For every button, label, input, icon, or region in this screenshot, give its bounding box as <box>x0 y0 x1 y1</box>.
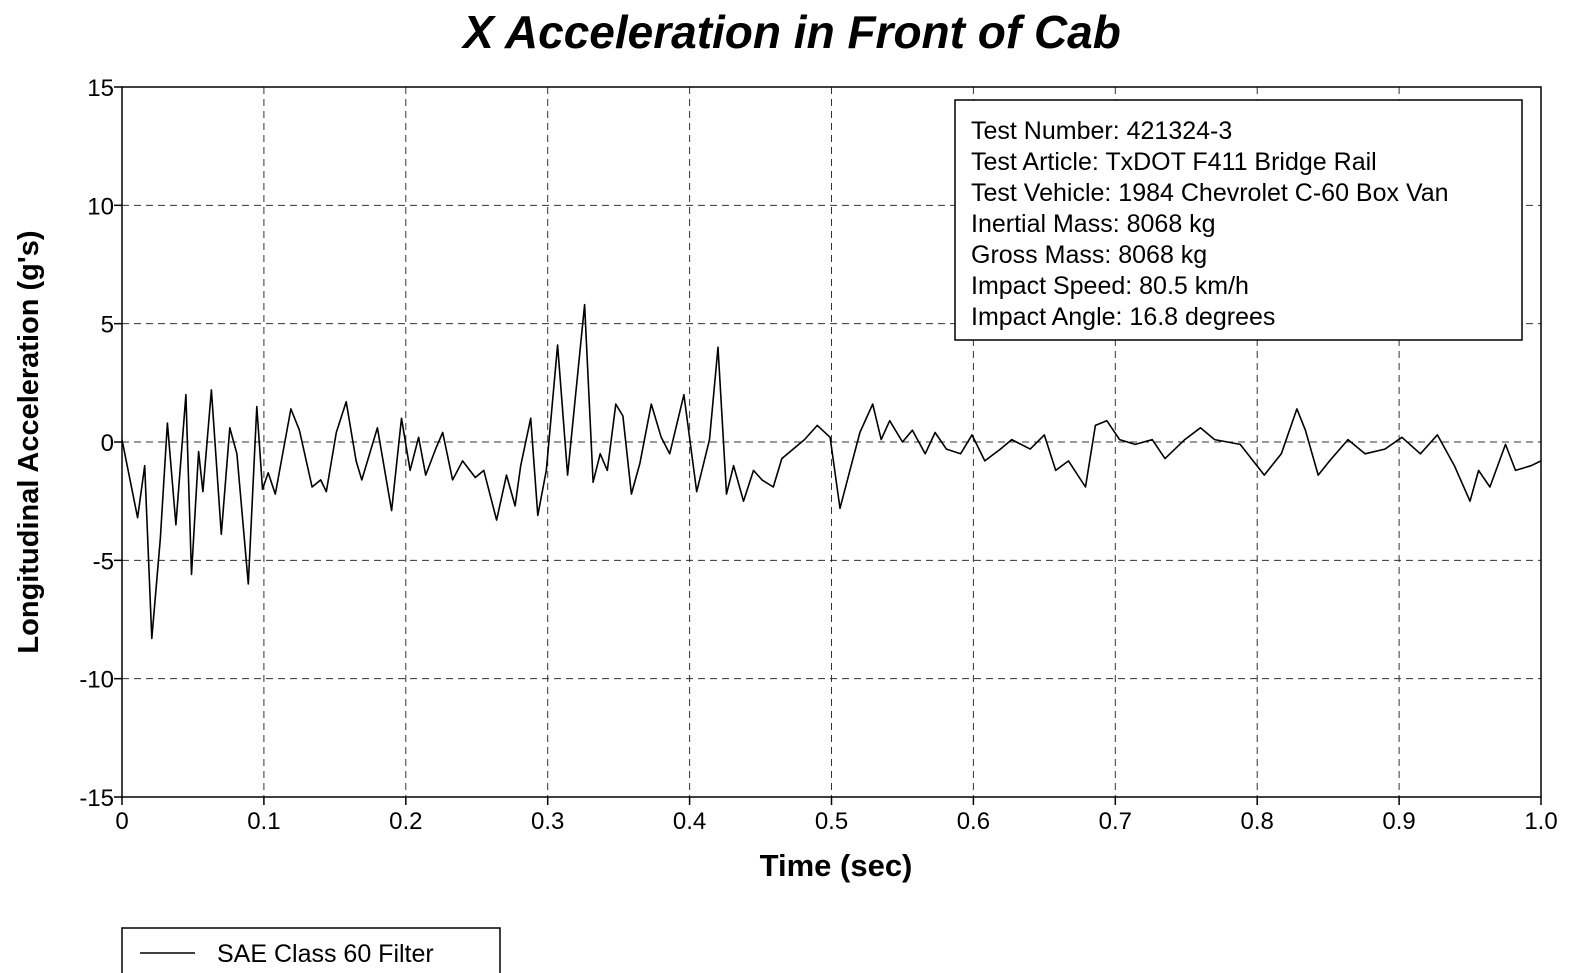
legend <box>121 927 501 973</box>
info-line: Inertial Mass: 8068 kg <box>971 210 1216 238</box>
x-tick-label: 0.5 <box>815 808 848 835</box>
info-line: Test Article: TxDOT F411 Bridge Rail <box>971 148 1377 176</box>
y-tick-label: 15 <box>87 75 114 102</box>
legend-items: SAE Class 60 Filter <box>140 940 434 968</box>
plot-area <box>121 303 1542 640</box>
grid: -15 -10 -5 0 5 10 15 0 0.1 0.2 0.3 0.4 0.5 0.6 0.7 0.8 0… <box>79 75 1557 835</box>
info-text: Test Number: 421324-3 Test Article: TxDOT… <box>971 117 1449 331</box>
x-tick-label: 0.8 <box>1241 808 1274 835</box>
info-box <box>954 99 1523 341</box>
y-tick-label: 0 <box>101 430 114 457</box>
y-tick-label: 10 <box>87 193 114 220</box>
info-line: Impact Speed: 80.5 km/h <box>971 272 1249 300</box>
x-tick-label: 1.0 <box>1524 808 1557 835</box>
y-axis-label: Longitudinal Acceleration (g's) <box>13 230 45 653</box>
y-tick-label: 5 <box>101 312 114 339</box>
y-tick-label: -10 <box>79 667 114 694</box>
info-line: Test Vehicle: 1984 Chevrolet C-60 Box Va… <box>971 179 1449 207</box>
x-tick-label: 0.7 <box>1099 808 1132 835</box>
x-tick-label: 0 <box>115 808 128 835</box>
x-tick-label: 0.9 <box>1382 808 1415 835</box>
x-axis-label: Time (sec) <box>760 848 913 883</box>
x-tick-label: 0.1 <box>247 808 280 835</box>
legend-label: SAE Class 60 Filter <box>217 940 434 968</box>
chart-title: X Acceleration in Front of Cab <box>460 6 1121 58</box>
info-line: Impact Angle: 16.8 degrees <box>971 303 1275 331</box>
info-line: Gross Mass: 8068 kg <box>971 241 1207 269</box>
x-tick-label: 0.4 <box>673 808 706 835</box>
x-tick-label: 0.2 <box>389 808 422 835</box>
y-tick-label: -5 <box>93 548 114 575</box>
x-tick-label: 0.6 <box>957 808 990 835</box>
y-tick-label: -15 <box>79 785 114 812</box>
data-line <box>121 303 1542 640</box>
info-line: Test Number: 421324-3 <box>971 117 1232 145</box>
x-tick-label: 0.3 <box>531 808 564 835</box>
